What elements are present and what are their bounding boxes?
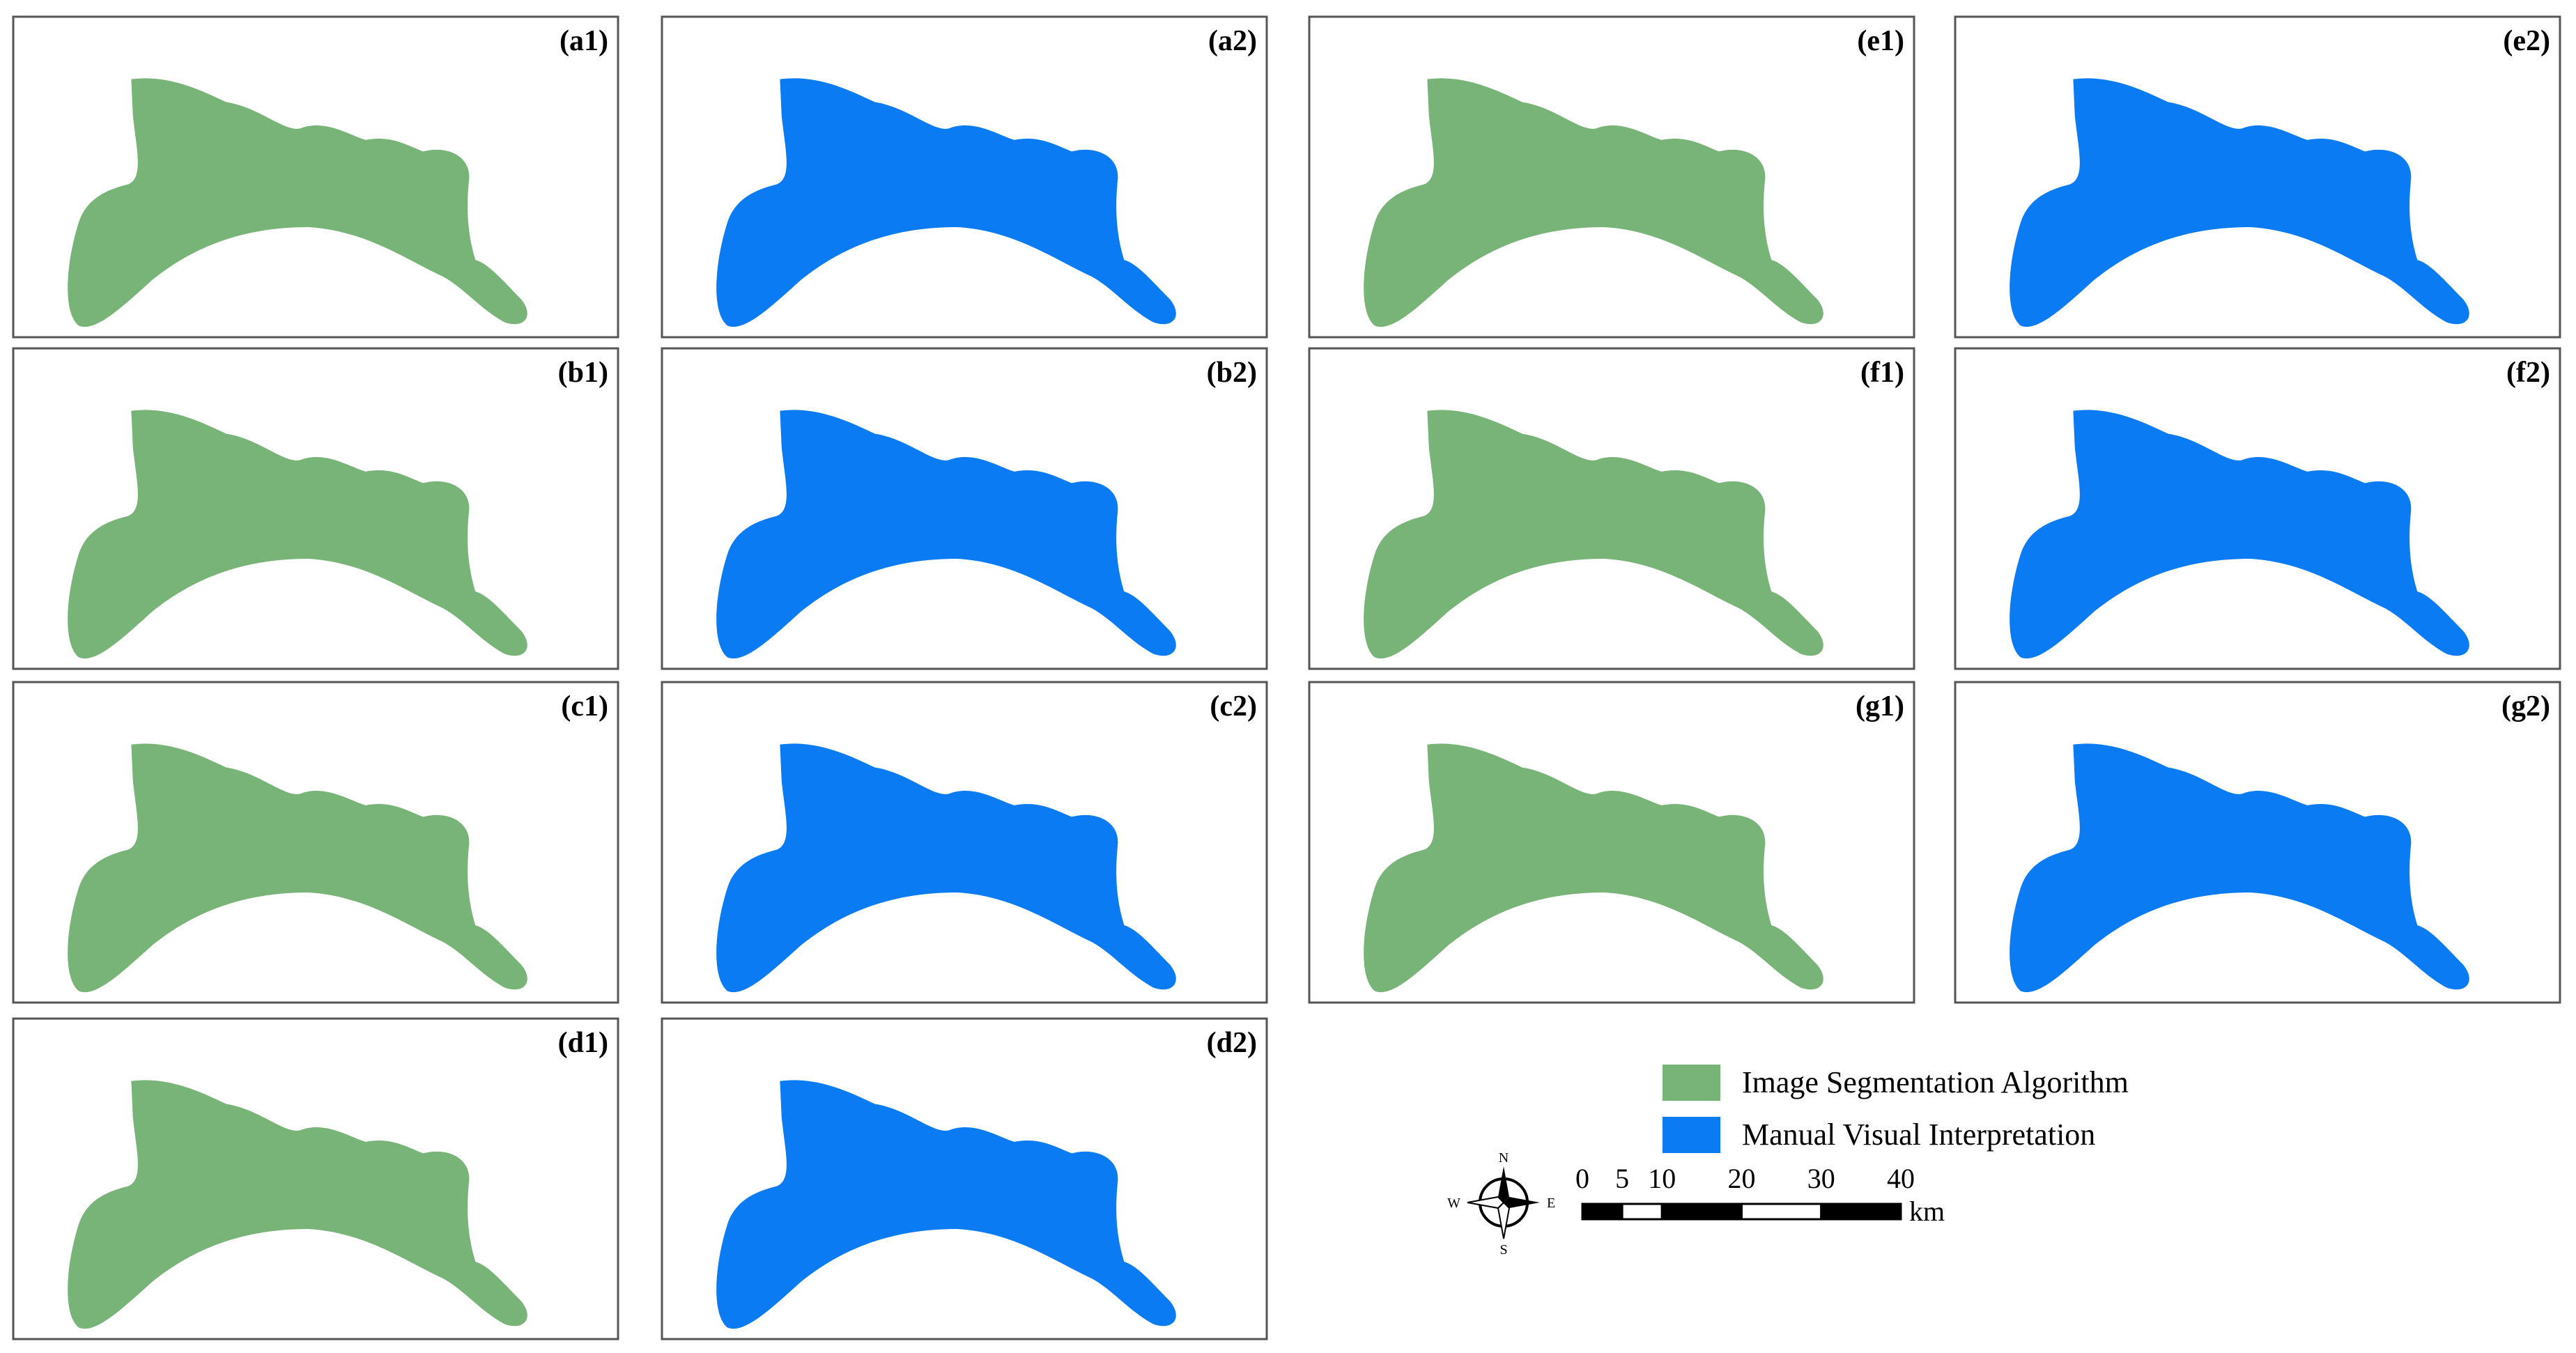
map-panel: (d1)	[12, 1017, 619, 1340]
map-panel: (g2)	[1954, 681, 2561, 1004]
scale-segment	[1660, 1203, 1743, 1221]
scale-label: 40	[1887, 1163, 1915, 1194]
map-panel: (a1)	[12, 15, 619, 339]
panel-label: (d2)	[1207, 1027, 1257, 1059]
compass: N S E W	[1447, 1150, 1555, 1258]
compass-north: N	[1499, 1150, 1509, 1166]
map-panel: (c1)	[12, 681, 619, 1004]
map-panel: (g1)	[1308, 681, 1915, 1004]
legend-swatch	[1663, 1065, 1720, 1101]
map-panel: (d2)	[661, 1017, 1268, 1340]
map-panel: (f2)	[1954, 347, 2561, 670]
legend-swatch	[1663, 1117, 1720, 1153]
scale-segment	[1581, 1203, 1624, 1221]
compass-east: E	[1547, 1196, 1555, 1211]
scale-label: 20	[1728, 1163, 1756, 1194]
map-panel: (e1)	[1308, 15, 1915, 339]
legend-label: Image Segmentation Algorithm	[1742, 1065, 2129, 1099]
scale-segment	[1741, 1203, 1823, 1221]
panel-label: (g2)	[2501, 690, 2550, 722]
panel-label: (c2)	[1210, 690, 1257, 722]
scale-segment	[1820, 1203, 1902, 1221]
map-panel: (a2)	[661, 15, 1268, 339]
compass-west: W	[1447, 1196, 1460, 1211]
panel-label: (a2)	[1208, 25, 1257, 57]
panel-label: (c1)	[561, 690, 608, 722]
scale-label: 5	[1615, 1163, 1629, 1194]
panel-label: (f2)	[2506, 357, 2550, 389]
scale-label: 10	[1648, 1163, 1676, 1194]
panel-label: (d1)	[558, 1027, 608, 1059]
map-panel: (f1)	[1308, 347, 1915, 670]
panel-label: (e2)	[2503, 25, 2550, 57]
map-panel: (b1)	[12, 347, 619, 670]
scale-unit: km	[1909, 1196, 1945, 1227]
panel-label: (e1)	[1857, 25, 1904, 57]
map-panel: (c2)	[661, 681, 1268, 1004]
panel-label: (a1)	[560, 25, 608, 57]
panel-label: (b2)	[1207, 357, 1257, 389]
map-panel: (b2)	[661, 347, 1268, 670]
scale-label: 30	[1807, 1163, 1835, 1194]
scale-label: 0	[1575, 1163, 1589, 1194]
scale-segment	[1621, 1203, 1663, 1221]
legend-label: Manual Visual Interpretation	[1742, 1118, 2095, 1152]
compass-south: S	[1499, 1242, 1507, 1258]
panel-label: (g1)	[1856, 690, 1904, 722]
panel-label: (b1)	[558, 357, 608, 389]
panel-label: (f1)	[1860, 357, 1904, 389]
map-panel: (e2)	[1954, 15, 2561, 339]
